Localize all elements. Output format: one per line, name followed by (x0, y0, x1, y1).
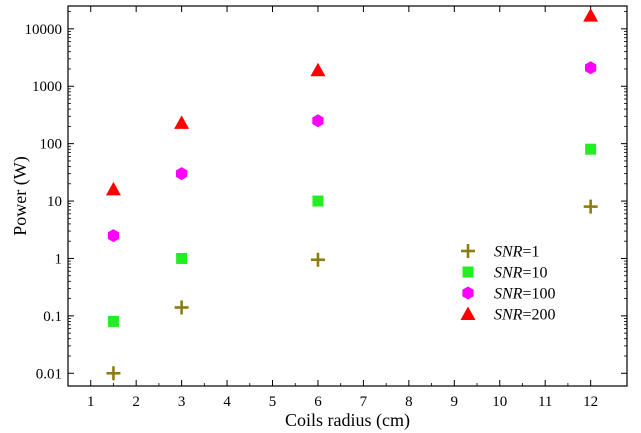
y-tick-label: 0.1 (43, 309, 62, 325)
legend-label: SNR=100 (494, 286, 555, 303)
series-3 (107, 61, 597, 243)
x-tick-label: 11 (538, 394, 552, 410)
y-tick-label: 100 (40, 137, 63, 153)
data-point (174, 300, 189, 315)
legend-label: SNR=10 (494, 265, 547, 282)
y-tick-label: 1000 (32, 79, 62, 95)
data-point (585, 143, 597, 155)
legend-item: SNR=1 (461, 244, 539, 261)
y-tick-label: 1 (55, 251, 63, 267)
x-tick-label: 4 (223, 394, 231, 410)
data-point (105, 181, 121, 196)
y-axis-title: Power (W) (10, 156, 31, 235)
legend-marker (462, 286, 474, 300)
legend-label: SNR=200 (494, 307, 555, 324)
x-axis: 1 2 3 4 5 6 7 8 9 10 11 12 (87, 6, 598, 410)
x-tick-label: 2 (132, 394, 140, 410)
legend: SNR=1 SNR=10 SNR=100 SNR=200 (460, 244, 555, 324)
data-point (176, 252, 188, 264)
data-point (312, 114, 324, 128)
x-tick-label: 6 (314, 394, 322, 410)
data-point (107, 229, 120, 243)
legend-marker (462, 266, 474, 278)
data-point (310, 62, 326, 77)
data-point (585, 61, 597, 75)
x-tick-label: 9 (451, 394, 459, 410)
series-2 (107, 143, 597, 327)
x-tick-label: 7 (360, 394, 368, 410)
y-tick-label: 0.01 (36, 366, 62, 382)
series-4 (105, 8, 599, 196)
series-1 (106, 199, 598, 381)
legend-item: SNR=100 (462, 286, 555, 303)
data-point (107, 315, 119, 327)
x-tick-label: 3 (178, 394, 186, 410)
x-tick-label: 5 (269, 394, 277, 410)
x-tick-label: 10 (492, 394, 507, 410)
data-point (583, 199, 598, 214)
data-points (105, 8, 599, 381)
legend-item: SNR=10 (462, 265, 547, 282)
legend-label: SNR=1 (494, 244, 539, 261)
data-point (583, 8, 599, 22)
y-tick-label: 10 (47, 194, 62, 210)
x-tick-label: 8 (405, 394, 413, 410)
plot-border (67, 5, 628, 387)
x-axis-title: Coils radius (cm) (285, 410, 410, 431)
y-axis: 0.01 0.1 1 10 100 1000 10000 (25, 11, 627, 382)
data-point (310, 252, 325, 267)
legend-marker (461, 244, 475, 258)
legend-item: SNR=200 (460, 306, 555, 324)
plot-area (67, 5, 628, 387)
y-tick-label: 10000 (25, 22, 63, 38)
x-tick-label: 12 (583, 394, 598, 410)
data-point (106, 366, 121, 381)
data-point (312, 195, 324, 207)
x-tick-label: 1 (87, 394, 95, 410)
legend-marker (460, 306, 476, 320)
data-point (174, 115, 190, 129)
data-point (175, 167, 188, 181)
